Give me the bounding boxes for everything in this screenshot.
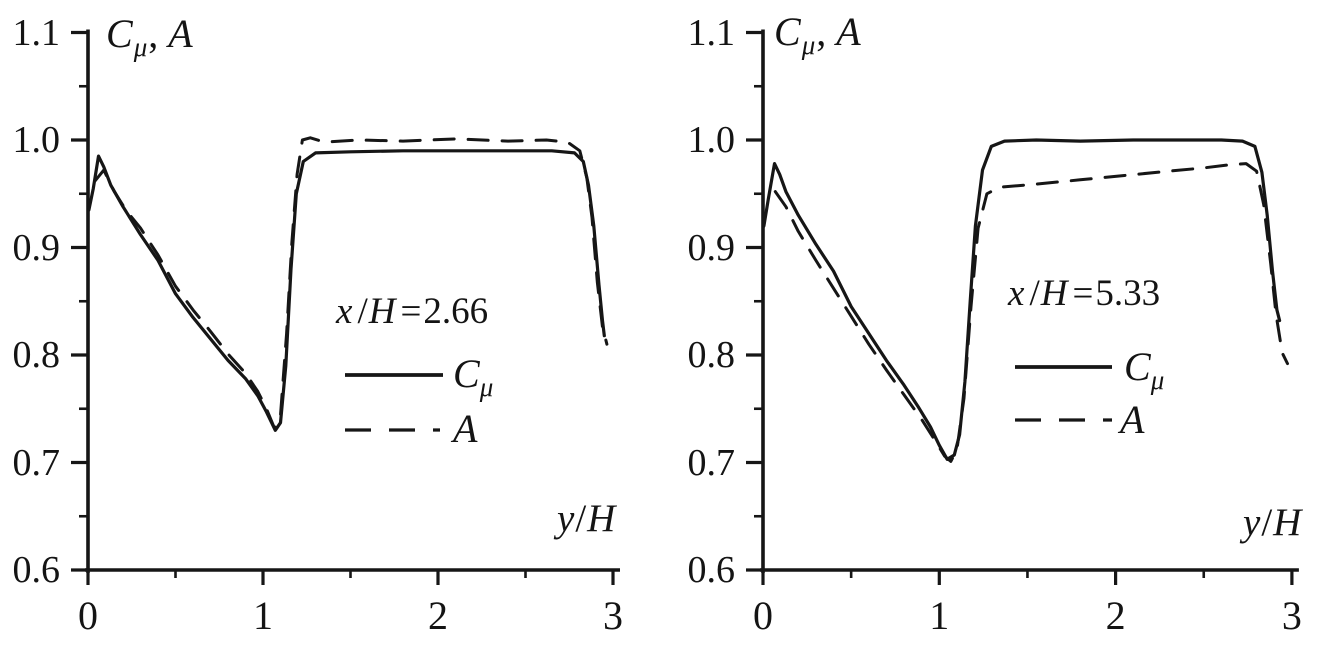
plot-area-left (71, 29, 620, 585)
plot-area-right (746, 29, 1299, 585)
annotation-value: 5.33 (1095, 273, 1161, 314)
y-tick-label: 1.1 (12, 11, 61, 54)
y-axis-title-c: C (106, 11, 134, 56)
x-tick-label: 1 (929, 593, 950, 638)
legend-a-label: A (1120, 397, 1145, 442)
annotation-slash: / (1029, 273, 1040, 314)
curves-layer-left (87, 136, 609, 432)
y-tick-label: 1.0 (12, 119, 61, 161)
x-tick-label: 1 (253, 593, 273, 638)
x-tick-label: 3 (603, 593, 623, 638)
y-tick-label: 0.6 (687, 549, 736, 591)
y-axis-title: Cμ, A (774, 8, 862, 59)
y-axis-title-a: A (168, 11, 194, 56)
chart-xh-5-33: Cμ, A x/H =5.33 Cμ A y/H 0.6 0.7 0.8 0.9 1.0 1.… (660, 0, 1320, 651)
x-tick-label: 2 (1105, 593, 1126, 638)
annotation-slash: / (357, 291, 368, 332)
y-tick-label: 0.6 (12, 549, 61, 591)
axes-layer-right (746, 29, 1299, 585)
annotation-value: 2.66 (423, 291, 489, 332)
y-tick-label: 0.8 (687, 334, 736, 376)
x-tick-label: 2 (428, 593, 448, 638)
legend-label-cmu: Cμ (453, 350, 493, 401)
legend-cmu-sub: μ (479, 372, 494, 402)
series-a-curve (773, 162, 1289, 463)
annotation-x-over-h: x/H =2.66 (336, 290, 488, 333)
y-axis-title-a: A (836, 9, 862, 54)
annotation-x: x (1008, 273, 1025, 314)
legend-cmu-main: C (1124, 344, 1151, 389)
chart-xh-2-66: Cμ, A x/H =2.66 Cμ A y/H 0.6 0.7 0.8 0.9 1.0 1.… (12, 10, 624, 638)
x-axis-label: y/H (557, 496, 615, 541)
y-axis-title-mu: μ (801, 30, 817, 60)
annotation-equals: = (1072, 273, 1094, 314)
x-axis-label-slash: / (575, 497, 587, 540)
y-tick-label: 0.7 (687, 441, 736, 484)
y-tick-label: 0.7 (12, 441, 61, 484)
x-axis-label-y: y (1243, 501, 1261, 544)
annotation-x-over-h: x/H =5.33 (1008, 272, 1160, 315)
legend-label-a: A (1120, 396, 1144, 443)
y-axis-title-c: C (774, 9, 802, 54)
legend-label-cmu: Cμ (1124, 343, 1164, 394)
legend-cmu-main: C (453, 351, 480, 396)
y-tick-label: 1.1 (687, 11, 736, 54)
y-axis-title-mu: μ (133, 32, 149, 62)
y-tick-label: 1.0 (687, 119, 736, 161)
x-axis-label-y: y (557, 497, 575, 540)
annotation-h: H (368, 291, 396, 332)
axes-layer-left (71, 29, 620, 585)
legend-a-label: A (453, 406, 478, 451)
y-axis-title-comma: , (816, 9, 828, 54)
legend-label-a: A (453, 405, 477, 452)
x-tick-label: 0 (78, 593, 98, 638)
x-axis-label-slash: / (1261, 501, 1273, 544)
x-tick-label: 3 (1281, 593, 1302, 638)
annotation-x: x (336, 291, 353, 332)
curves-layer-right (762, 138, 1289, 463)
annotation-h: H (1040, 273, 1068, 314)
y-axis-title: Cμ, A (106, 10, 194, 61)
y-tick-label: 0.8 (12, 334, 61, 376)
x-axis-label: y/H (1243, 500, 1301, 545)
x-axis-label-h: H (587, 497, 616, 540)
annotation-equals: = (400, 291, 422, 332)
series-a-curve (93, 136, 609, 430)
x-axis-label-h: H (1273, 501, 1302, 544)
legend-cmu-sub: μ (1150, 365, 1165, 395)
x-tick-label: 0 (753, 593, 773, 638)
y-axis-title-comma: , (148, 11, 160, 56)
y-tick-label: 0.9 (687, 226, 736, 269)
y-tick-label: 0.9 (12, 226, 61, 269)
